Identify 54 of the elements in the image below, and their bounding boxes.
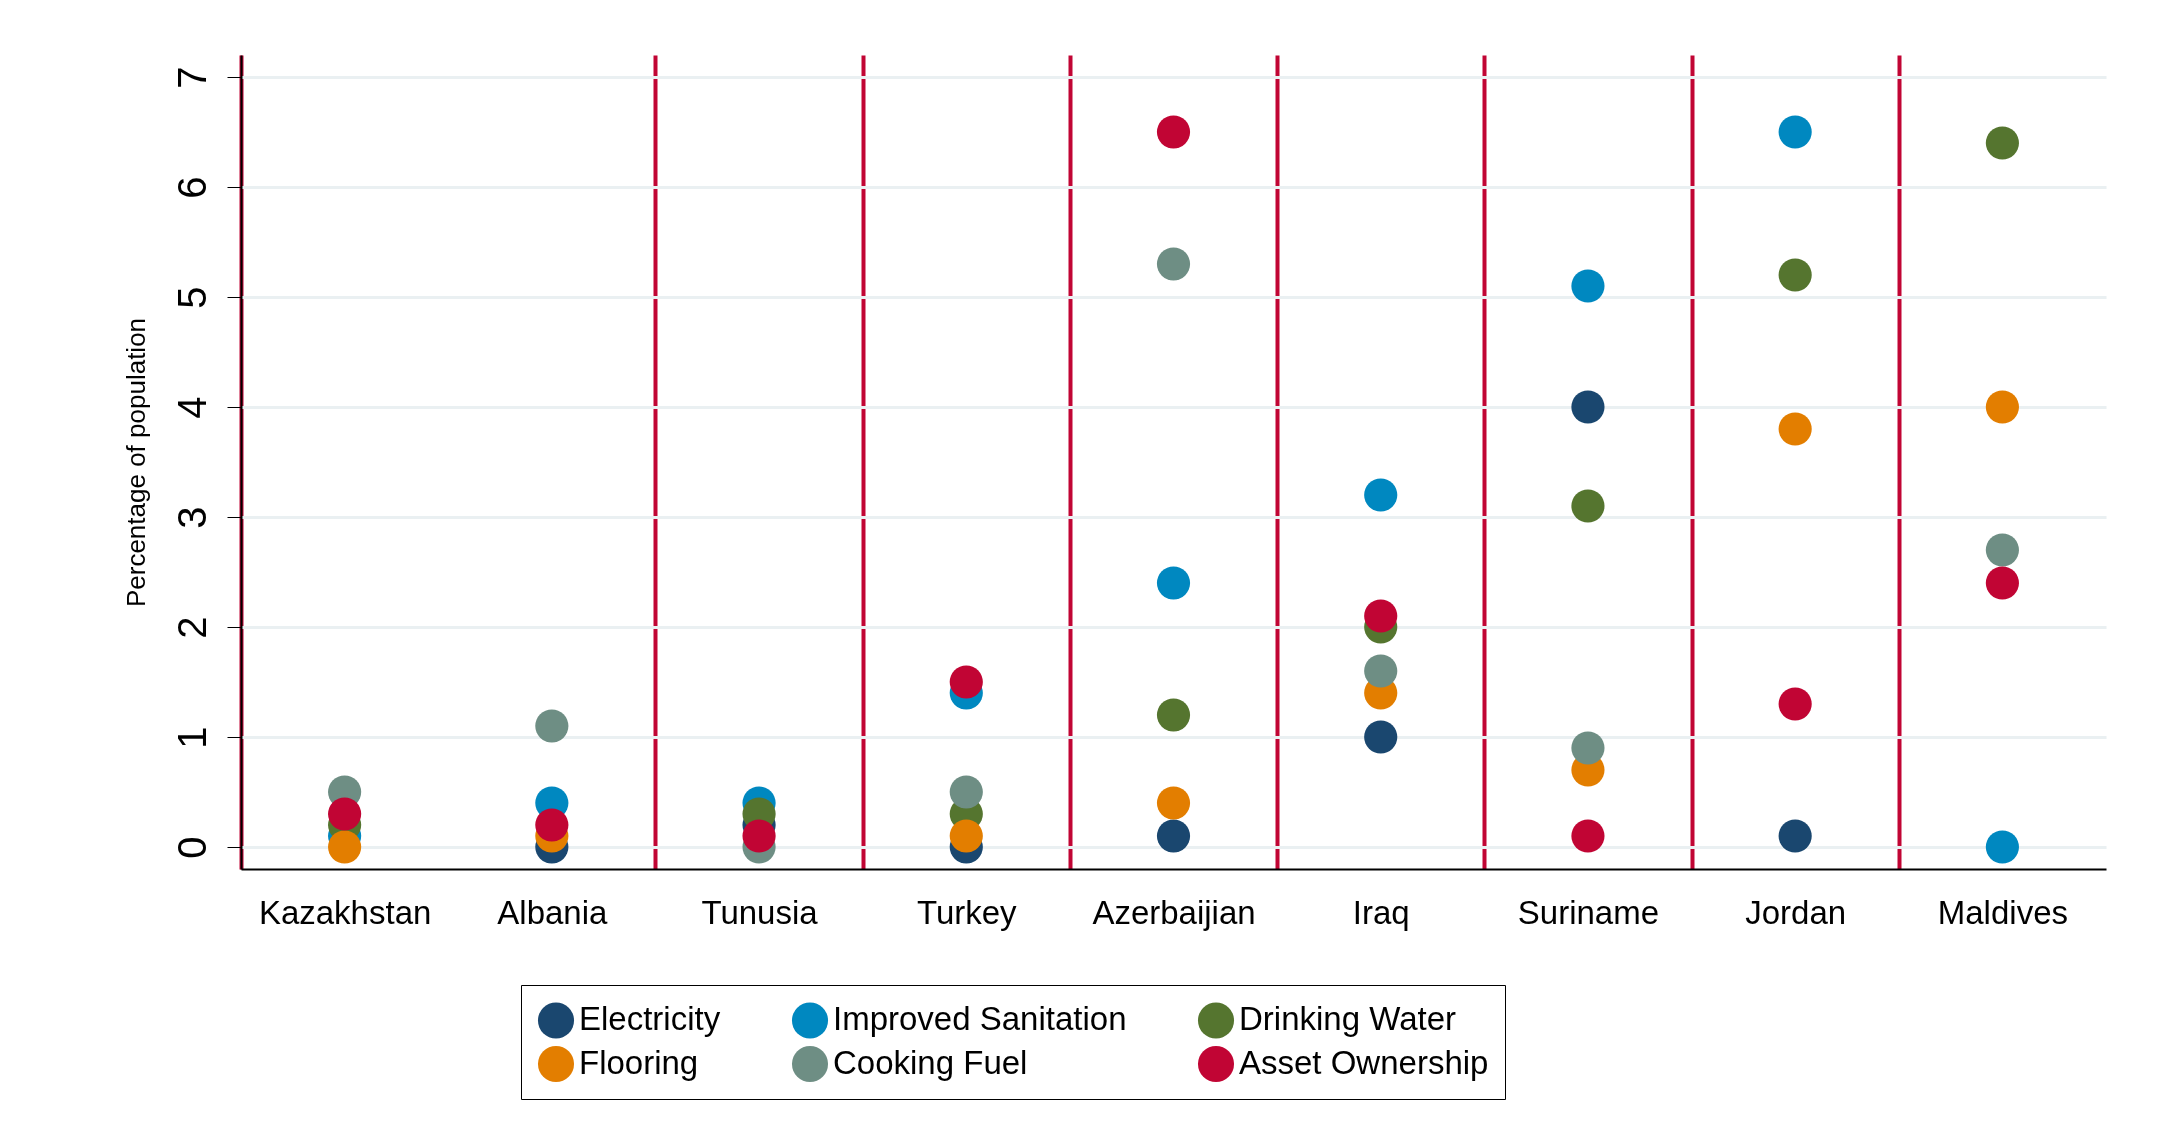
point	[949, 819, 983, 853]
x-tick-label: Azerbaijian	[1092, 893, 1256, 931]
point	[949, 775, 983, 809]
point	[1985, 126, 2019, 160]
y-tick-label: 6	[169, 176, 214, 199]
point	[1571, 390, 1605, 424]
x-tick-label: Albania	[497, 893, 609, 931]
x-tick-label: Suriname	[1517, 893, 1660, 931]
point	[1571, 489, 1605, 523]
point	[1156, 247, 1191, 281]
x-tick-label: Iraq	[1352, 893, 1410, 931]
y-tick-label: 3	[169, 506, 214, 529]
point	[535, 808, 569, 842]
legend-label: Drinking Water	[1239, 1000, 1457, 1038]
point	[1156, 786, 1191, 820]
y-tick-label: 5	[169, 286, 214, 309]
point	[1571, 819, 1605, 853]
y-tick-label: 7	[169, 66, 214, 89]
point	[1985, 830, 2019, 864]
x-tick-label: Jordan	[1745, 893, 1847, 931]
point	[1156, 698, 1191, 732]
legend-label: Electricity	[579, 1000, 721, 1038]
x-tick-label: Tunusia	[701, 893, 819, 931]
point	[1156, 115, 1191, 149]
y-tick-label: 0	[169, 836, 214, 859]
point	[1778, 412, 1812, 446]
point	[1364, 720, 1398, 754]
point	[1156, 819, 1191, 853]
point	[949, 665, 983, 699]
x-tick-label: Kazakhstan	[258, 893, 432, 931]
point	[1364, 654, 1398, 688]
point	[1364, 599, 1398, 633]
legend-label: Flooring	[579, 1044, 699, 1081]
point	[1778, 687, 1812, 721]
point	[1571, 269, 1605, 303]
y-axis-title: Percentage of population	[120, 317, 151, 608]
point	[1985, 533, 2019, 567]
point	[1778, 115, 1812, 149]
point	[1778, 258, 1812, 292]
legend-label: Improved Sanitation	[833, 1000, 1127, 1038]
point	[1156, 566, 1191, 600]
point	[1985, 566, 2019, 600]
y-tick-label: 4	[169, 396, 214, 419]
point	[535, 709, 569, 743]
point	[1364, 478, 1398, 512]
point	[1778, 819, 1812, 853]
x-tick-label: Maldives	[1937, 893, 2068, 931]
point	[1985, 390, 2019, 424]
legend-label: Asset Ownership	[1239, 1044, 1489, 1081]
y-tick-label: 1	[169, 726, 214, 749]
y-tick-label: 2	[169, 616, 214, 639]
legend-label: Cooking Fuel	[833, 1044, 1028, 1081]
x-tick-label: Turkey	[916, 893, 1018, 931]
point	[1571, 731, 1605, 765]
